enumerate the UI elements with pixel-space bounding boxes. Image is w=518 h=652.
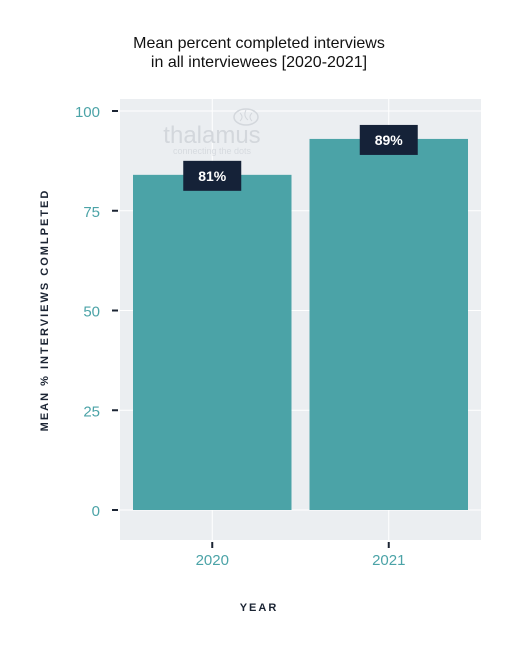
brain-folds	[239, 109, 253, 122]
bars	[133, 138, 468, 510]
chart-title-line-1: Mean percent completed interviews	[133, 35, 385, 52]
y-tick-label: 25	[83, 403, 100, 420]
watermark-tagline: connecting the dots	[173, 146, 252, 156]
brain-outline	[233, 108, 259, 126]
data-labels: 81% 89%	[183, 124, 418, 191]
data-label: 81%	[198, 168, 227, 184]
bar-2021	[309, 138, 468, 510]
data-label-box	[359, 124, 418, 155]
y-axis: 0 25 50 75 100	[75, 104, 118, 520]
data-label: 89%	[375, 132, 404, 148]
chart-title: Mean percent completed interviews in all…	[0, 34, 518, 72]
y-tick-label: 50	[83, 304, 100, 321]
y-axis-label: MEAN % INTERVIEWS COMLPETED	[39, 188, 51, 432]
y-tick-label: 0	[92, 503, 100, 520]
chart-title-line-2: in all interviewees [2020-2021]	[150, 54, 368, 71]
y-tick-label: 75	[83, 204, 100, 221]
watermark-text: thalamus	[163, 122, 260, 149]
watermark-logo: thalamus connecting the dots	[163, 108, 261, 156]
y-tick-label: 100	[75, 104, 100, 121]
x-tick-label: 2020	[196, 552, 229, 569]
x-tick-label: 2021	[372, 552, 405, 569]
x-axis-label: YEAR	[239, 602, 279, 614]
brain-icon	[233, 108, 259, 126]
data-label-box	[183, 160, 242, 191]
bar-2020	[133, 174, 292, 510]
x-axis: 2020 2021	[196, 542, 405, 569]
